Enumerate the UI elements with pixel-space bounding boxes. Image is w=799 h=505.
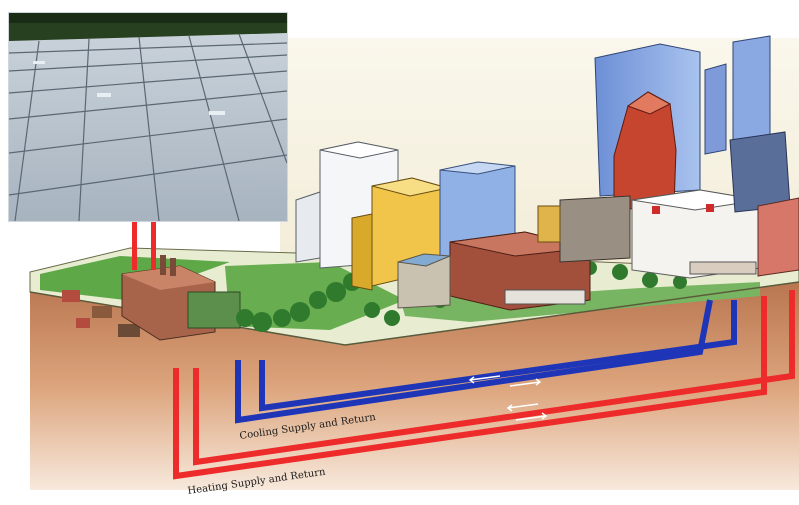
office-building-right [537, 131, 799, 277]
flow-arrows [468, 375, 548, 421]
red-tower [613, 91, 677, 211]
cooling-pipes [235, 299, 737, 424]
solar-feed-pipe-return [151, 218, 156, 270]
hospital-building [631, 189, 761, 279]
blue-glass-building [439, 161, 516, 259]
solar-feed-pipe-supply [132, 218, 137, 270]
heating-pipes [173, 290, 795, 480]
low-building [397, 253, 451, 309]
central-plant-building [121, 255, 241, 341]
solar-collector-image [9, 13, 287, 221]
solar-panels-photo [8, 12, 288, 222]
small-houses [62, 290, 140, 337]
